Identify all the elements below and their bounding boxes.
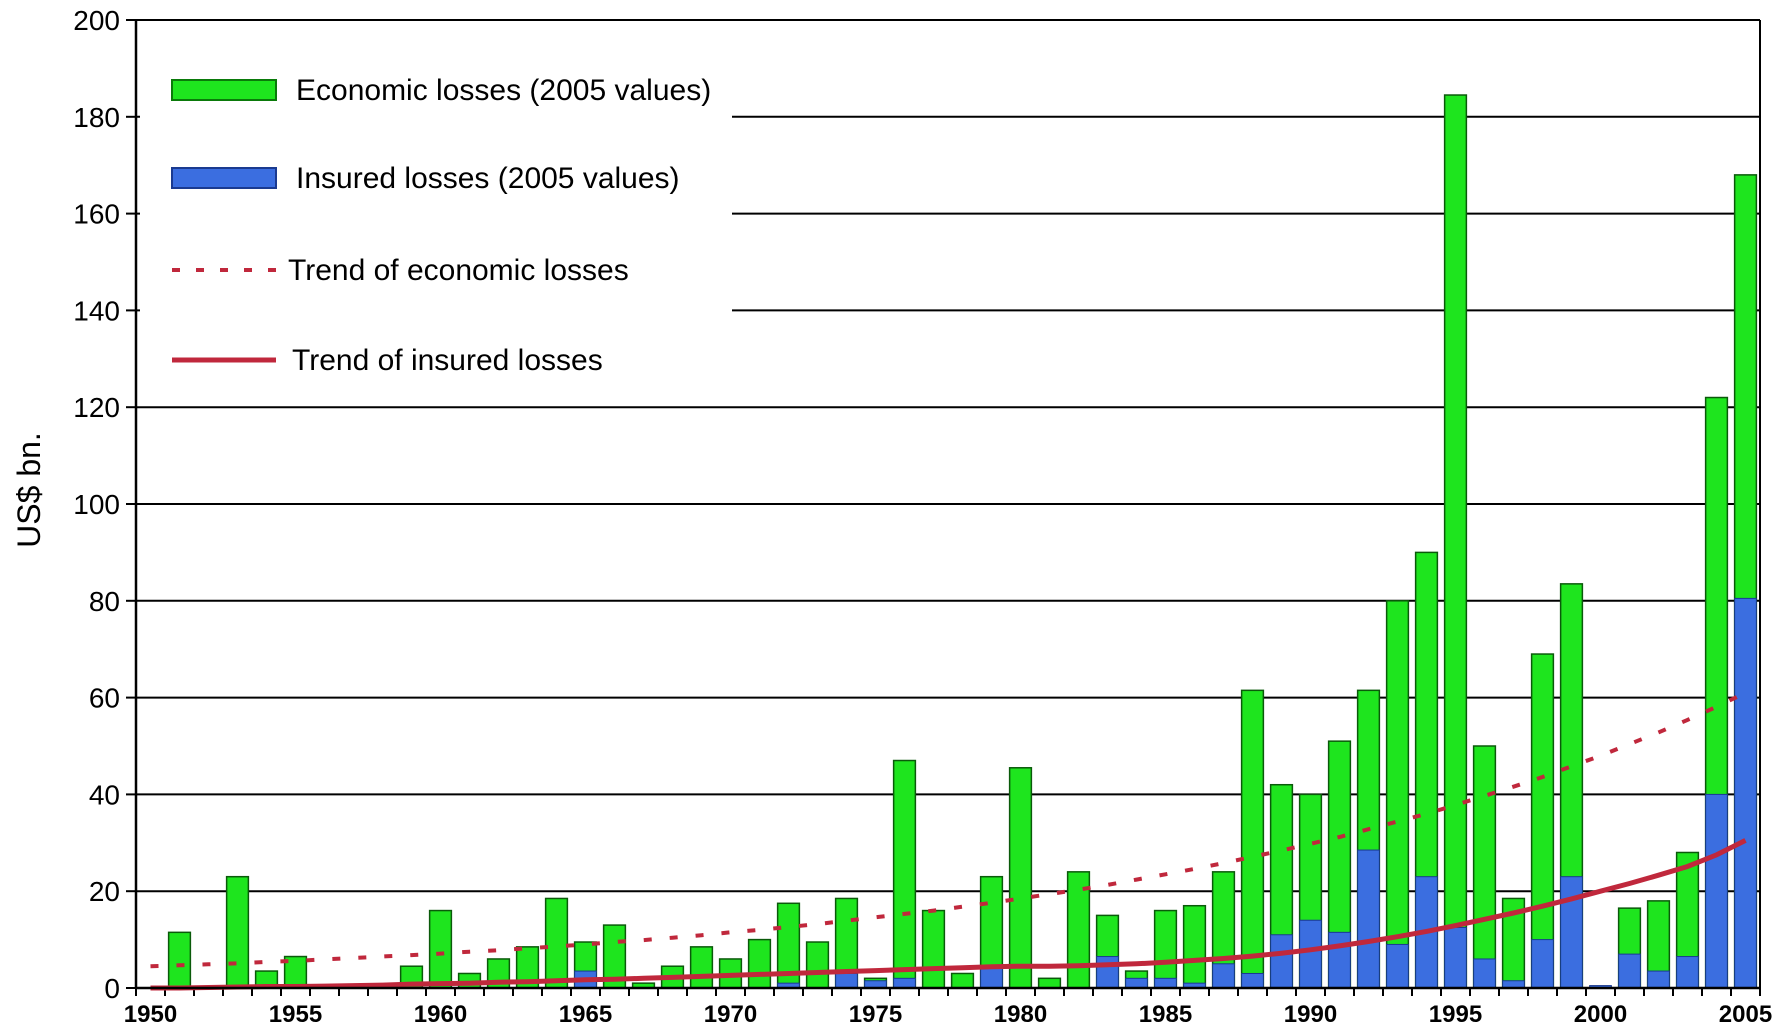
- bar-insured-losses: [1154, 977, 1177, 989]
- y-tick-label: 20: [89, 876, 120, 907]
- trend-lines: [150, 690, 1747, 991]
- bar-insured-losses: [1270, 934, 1293, 989]
- trend-line-insured-losses: [150, 838, 1747, 991]
- bar-insured-losses: [1705, 793, 1728, 989]
- bar-insured-losses: [980, 965, 1003, 989]
- x-axis-ticks: 1950 1955 1960 1965 1970 1975 1980 1985 1990 1995…: [124, 988, 1772, 1028]
- bar-economic-losses: [544, 897, 569, 989]
- x-tick-label: 1965: [559, 1001, 612, 1028]
- bar-economic-losses: [1153, 909, 1178, 989]
- legend: Economic losses (2005 values) Insured lo…: [140, 40, 732, 388]
- bar-insured-losses: [1647, 970, 1670, 989]
- bar-economic-losses: [428, 909, 453, 989]
- bar-economic-losses: [1530, 653, 1555, 989]
- y-axis-title: US$ bn.: [11, 432, 47, 548]
- x-tick-label: 1990: [1284, 1001, 1337, 1028]
- trend-line-economic-losses: [150, 690, 1747, 969]
- legend-swatch-insured: [171, 167, 277, 189]
- bar-economic-losses: [167, 931, 192, 989]
- y-tick-label: 160: [73, 199, 120, 230]
- x-tick-label: 2005: [1719, 1001, 1772, 1028]
- bar-insured-losses: [1125, 977, 1148, 989]
- x-tick-label: 1950: [124, 1001, 177, 1028]
- legend-label-economic-trend: Trend of economic losses: [288, 254, 629, 287]
- bar-economic-losses: [747, 938, 772, 989]
- bar-economic-losses: [1008, 767, 1033, 989]
- bar-economic-losses: [950, 972, 975, 989]
- bar-insured-losses: [1096, 956, 1119, 989]
- bar-insured-losses: [1531, 939, 1554, 989]
- bar-insured-losses: [1299, 919, 1322, 989]
- bar-insured-losses: [1241, 972, 1264, 989]
- x-tick-label: 1980: [994, 1001, 1047, 1028]
- y-tick-label: 200: [73, 5, 120, 36]
- bar-economic-losses: [1443, 94, 1468, 989]
- bar-insured-losses: [1618, 953, 1641, 989]
- y-tick-label: 180: [73, 102, 120, 133]
- x-tick-label: 1970: [704, 1001, 757, 1028]
- y-tick-label: 120: [73, 392, 120, 423]
- bar-economic-losses: [892, 759, 917, 989]
- legend-label-insured: Insured losses (2005 values): [296, 162, 680, 195]
- bar-insured-losses: [1357, 849, 1380, 989]
- bar-insured-losses: [1676, 956, 1699, 989]
- legend-label-insured-trend: Trend of insured losses: [292, 344, 603, 377]
- y-tick-label: 60: [89, 683, 120, 714]
- x-tick-label: 2000: [1574, 1001, 1627, 1028]
- bar-economic-losses: [1037, 977, 1062, 989]
- bar-insured-losses: [1560, 876, 1583, 989]
- x-tick-label: 1995: [1429, 1001, 1482, 1028]
- bar-insured-losses: [1328, 931, 1351, 989]
- x-tick-label: 1975: [849, 1001, 902, 1028]
- y-tick-label: 140: [73, 295, 120, 326]
- bar-economic-losses: [921, 909, 946, 989]
- bar-insured-losses: [893, 977, 916, 989]
- y-tick-label: 100: [73, 489, 120, 520]
- bar-economic-losses: [1472, 745, 1497, 989]
- y-tick-label: 0: [104, 973, 120, 1004]
- bar-economic-losses: [689, 946, 714, 989]
- bar-insured-losses: [835, 972, 858, 989]
- legend-swatch-economic: [171, 79, 277, 101]
- bar-insured-losses: [1386, 943, 1409, 989]
- bar-insured-losses: [1212, 963, 1235, 989]
- bar-economic-losses: [225, 875, 250, 989]
- bar-economic-losses: [805, 941, 830, 989]
- x-tick-label: 1985: [1139, 1001, 1192, 1028]
- legend-label-economic: Economic losses (2005 values): [296, 74, 711, 107]
- y-tick-label: 40: [89, 779, 120, 810]
- y-axis-ticks: 0 20 40 60 80 100 120 140 160 180 200: [73, 5, 136, 1004]
- axes: [134, 20, 1761, 990]
- bar-economic-losses: [1182, 904, 1207, 989]
- y-tick-label: 80: [89, 586, 120, 617]
- x-tick-label: 1955: [269, 1001, 322, 1028]
- bar-insured-losses: [1473, 958, 1496, 989]
- bar-insured-losses: [1734, 597, 1757, 989]
- bar-economic-losses: [1240, 689, 1265, 989]
- bar-insured-losses: [1444, 927, 1467, 989]
- bar-economic-losses: [1385, 600, 1410, 989]
- x-tick-label: 1960: [414, 1001, 467, 1028]
